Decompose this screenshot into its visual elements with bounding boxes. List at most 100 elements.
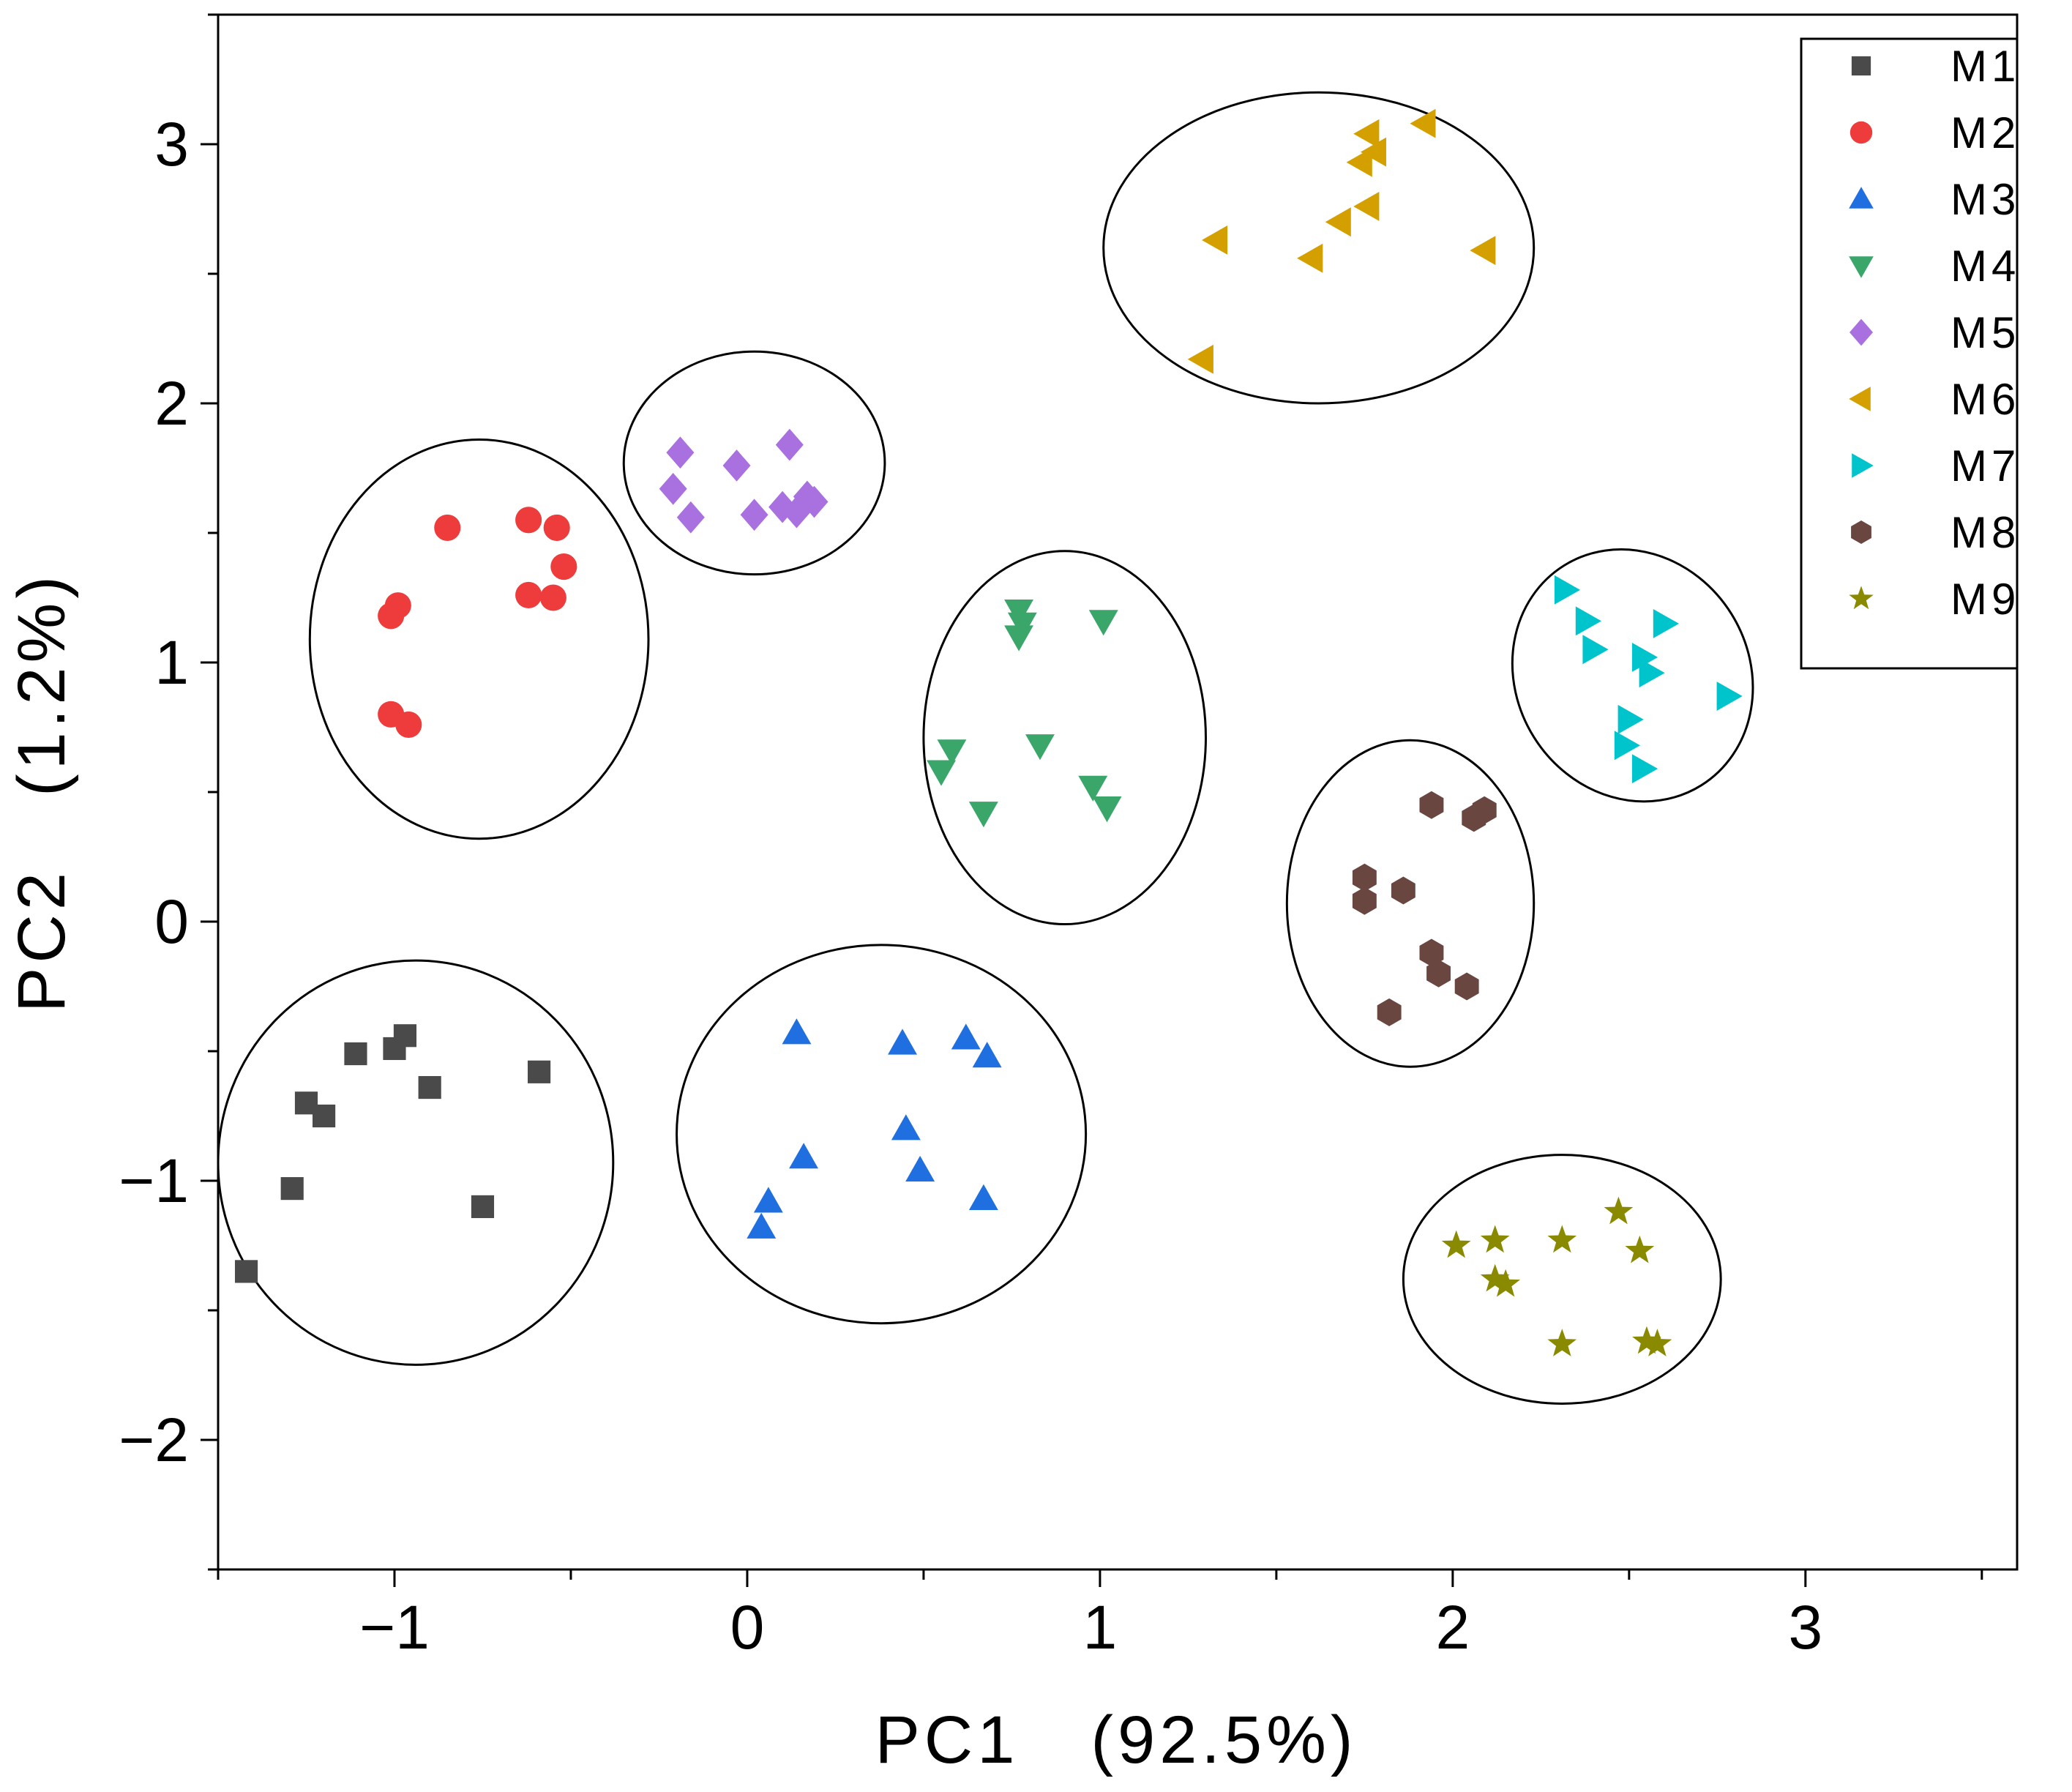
point-m5 (722, 449, 751, 482)
y-tick-label: 2 (154, 369, 189, 438)
point-m9 (1491, 1269, 1520, 1297)
point-m5 (775, 428, 804, 461)
point-m8 (1419, 938, 1444, 967)
point-m2 (515, 581, 542, 609)
point-m1 (313, 1104, 336, 1128)
point-m6 (1353, 192, 1380, 221)
legend-label-m3: M3 (1951, 175, 2020, 224)
point-m7 (1716, 682, 1743, 711)
legend-marker-m9 (1849, 586, 1874, 610)
point-m3 (789, 1143, 818, 1169)
x-tick-label: 3 (1788, 1593, 1822, 1662)
ellipse-m4 (922, 550, 1207, 926)
point-m6 (1187, 344, 1213, 374)
point-m6 (1325, 207, 1351, 237)
point-m7 (1617, 704, 1644, 734)
legend-label-m1: M1 (1951, 42, 2020, 91)
point-m2 (515, 507, 542, 534)
point-m1 (528, 1060, 551, 1083)
point-m4 (937, 739, 967, 766)
point-m4 (968, 802, 998, 828)
legend-label-m9: M9 (1951, 575, 2020, 624)
y-tick-label: −1 (119, 1146, 189, 1215)
data-points (234, 108, 1743, 1356)
point-m3 (891, 1114, 921, 1140)
point-m8 (1426, 959, 1451, 988)
point-m1 (393, 1024, 417, 1048)
point-m5 (768, 490, 797, 523)
x-tick-label: 0 (730, 1593, 765, 1662)
legend-box (1800, 37, 2019, 670)
point-m5 (800, 485, 829, 518)
ellipse-m6 (1102, 91, 1536, 405)
point-m7 (1631, 754, 1658, 784)
legend-label-m5: M5 (1951, 308, 2020, 357)
point-m7 (1653, 609, 1679, 638)
point-m9 (1441, 1230, 1471, 1258)
point-m7 (1575, 606, 1601, 636)
point-m3 (905, 1155, 935, 1181)
point-m5 (740, 499, 768, 531)
y-tick-label: −2 (119, 1405, 189, 1474)
point-m3 (747, 1212, 777, 1239)
point-m6 (1202, 225, 1228, 255)
point-m8 (1352, 863, 1377, 892)
ellipse-m1 (217, 959, 615, 1366)
legend-label-m8: M8 (1951, 508, 2020, 557)
point-m2 (543, 514, 570, 541)
point-m9 (1480, 1225, 1510, 1253)
point-m4 (1092, 796, 1122, 823)
ellipse-m3 (676, 944, 1088, 1325)
x-tick-label: 1 (1083, 1593, 1118, 1662)
point-m2 (384, 592, 411, 619)
point-m6 (1353, 119, 1380, 149)
x-tick-label: 2 (1436, 1593, 1470, 1662)
y-tick-label: 1 (154, 628, 189, 697)
plot-frame (217, 13, 2019, 1571)
ellipse-m2 (308, 438, 650, 840)
point-m9 (1604, 1196, 1634, 1225)
legend: M1 M2 M3 M4 M5 M6 M7 M8 M9 (1800, 37, 2020, 670)
point-m8 (1377, 998, 1402, 1026)
ellipse-m8 (1285, 739, 1536, 1068)
point-m6 (1410, 108, 1436, 138)
point-m1 (234, 1260, 258, 1283)
x-axis-title: PC1 (92.5%) (875, 1703, 1357, 1777)
point-m4 (1088, 610, 1118, 636)
point-m3 (753, 1187, 783, 1213)
point-m4 (1007, 612, 1037, 638)
x-tick-label: −1 (359, 1593, 430, 1662)
point-m1 (280, 1177, 304, 1201)
legend-marker-m6 (1849, 387, 1871, 411)
point-m5 (782, 496, 811, 529)
point-m6 (1346, 147, 1372, 177)
legend-label-m7: M7 (1951, 441, 2020, 490)
point-m1 (344, 1042, 367, 1066)
point-m2 (539, 584, 566, 611)
point-m8 (1472, 796, 1497, 824)
legend-label-m2: M2 (1951, 108, 2020, 157)
legend-marker-m4 (1849, 256, 1874, 278)
point-m8 (1352, 886, 1377, 915)
point-m2 (550, 553, 577, 580)
point-m4 (1004, 600, 1033, 626)
point-m4 (927, 760, 956, 786)
point-m7 (1554, 575, 1580, 605)
y-tick-label: 3 (154, 110, 189, 179)
point-m3 (782, 1018, 812, 1045)
point-m2 (434, 514, 461, 541)
legend-marker-m2 (1850, 121, 1873, 144)
point-m9 (1625, 1235, 1655, 1263)
ellipse-m5 (622, 350, 886, 576)
point-m3 (888, 1028, 917, 1055)
point-m3 (951, 1023, 981, 1050)
point-m5 (659, 473, 687, 505)
point-m6 (1360, 137, 1386, 167)
axes: −1 0 1 2 3 −2 −1 0 1 2 3 (119, 13, 1983, 1662)
y-axis-title: PC2 (1.2%) (4, 572, 79, 1012)
point-m1 (418, 1075, 441, 1100)
point-m9 (1547, 1225, 1577, 1253)
point-m8 (1454, 972, 1479, 1001)
point-m2 (395, 711, 422, 739)
